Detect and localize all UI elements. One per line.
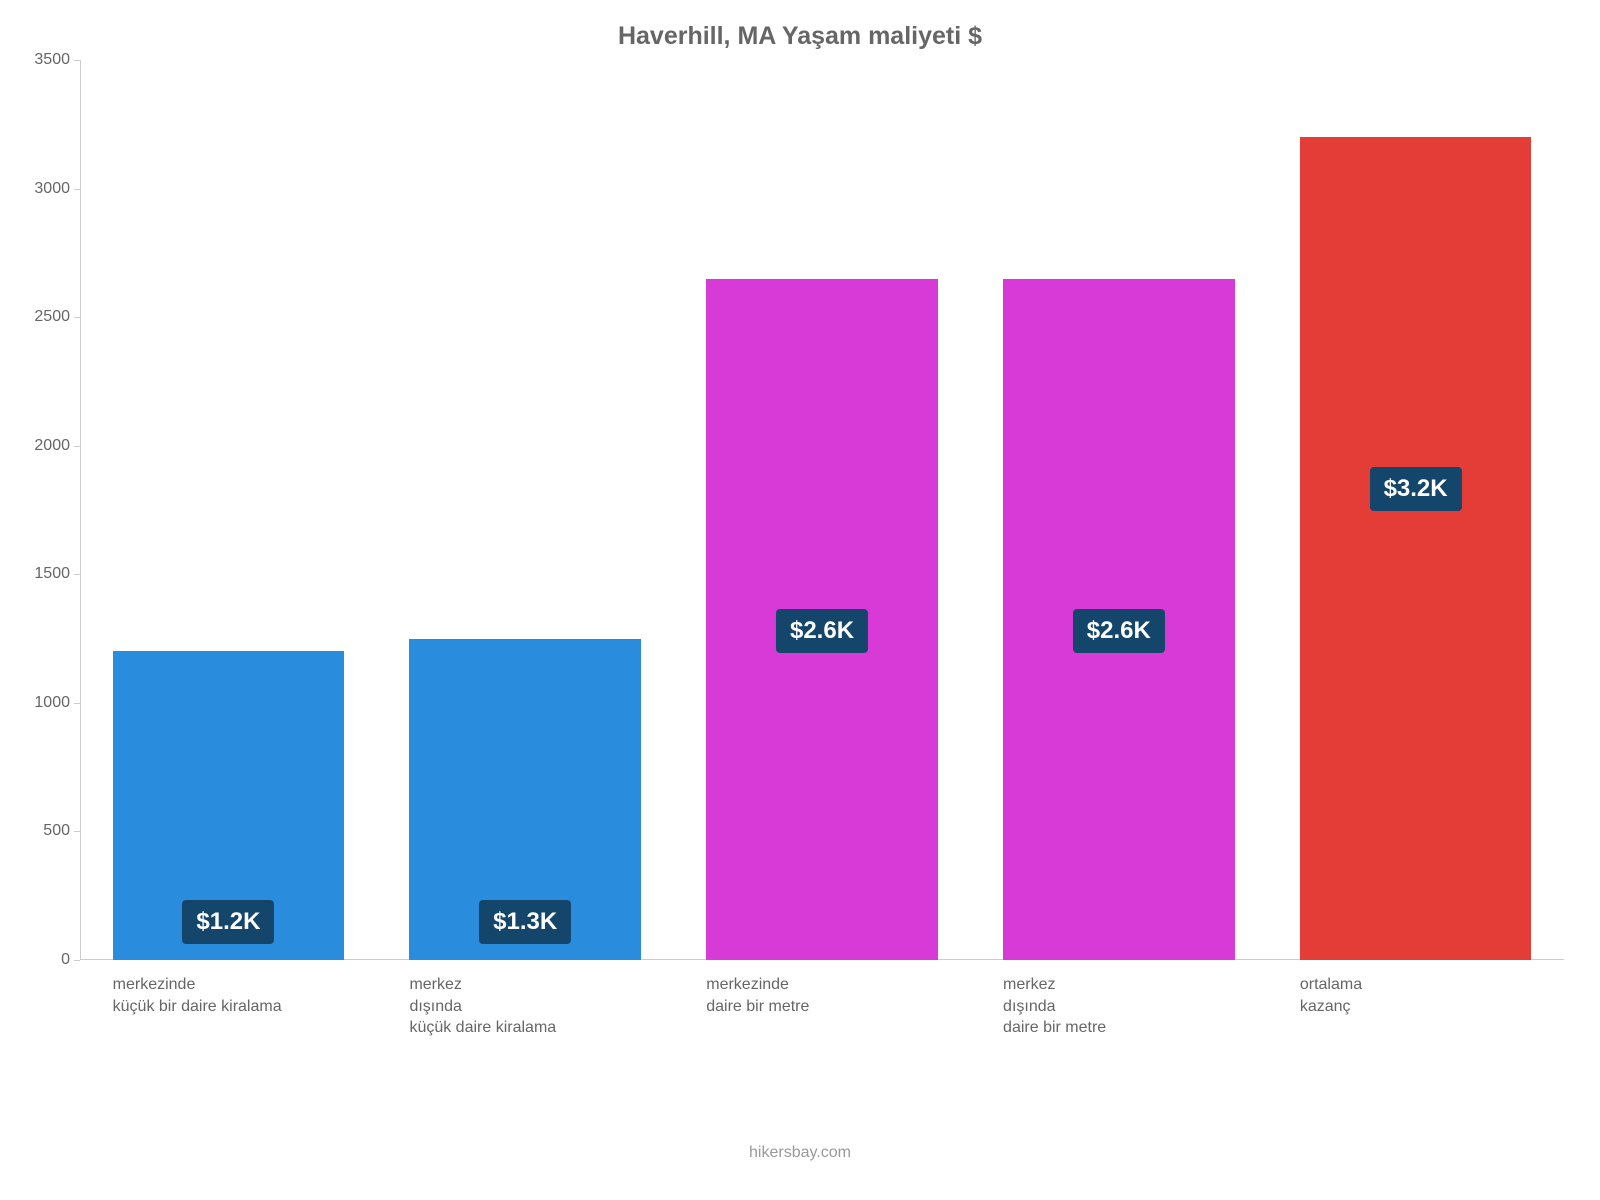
chart-container: Haverhill, MA Yaşam maliyeti $ 050010001… xyxy=(0,0,1600,1200)
x-category-label: ortalama kazanç xyxy=(1300,960,1600,1017)
x-category-label: merkez dışında küçük daire kiralama xyxy=(409,960,721,1039)
y-tick-label: 3500 xyxy=(34,51,80,69)
bar-value-badge: $2.6K xyxy=(776,609,868,653)
bar-value-badge: $2.6K xyxy=(1073,609,1165,653)
y-tick-label: 3000 xyxy=(34,180,80,198)
y-axis-line xyxy=(80,60,81,960)
x-category-label: merkezinde küçük bir daire kiralama xyxy=(113,960,425,1017)
y-tick-label: 1000 xyxy=(34,694,80,712)
y-tick-label: 1500 xyxy=(34,565,80,583)
attribution-text: hikersbay.com xyxy=(0,1144,1600,1162)
plot-area: 0500100015002000250030003500$1.2Kmerkezi… xyxy=(80,60,1564,960)
y-tick-label: 500 xyxy=(43,822,80,840)
y-tick-label: 2500 xyxy=(34,308,80,326)
y-tick-label: 2000 xyxy=(34,437,80,455)
bar-value-badge: $3.2K xyxy=(1370,467,1462,511)
bar-value-badge: $1.3K xyxy=(479,900,571,944)
x-category-label: merkezinde daire bir metre xyxy=(706,960,1018,1017)
x-category-label: merkez dışında daire bir metre xyxy=(1003,960,1315,1039)
bar xyxy=(1300,137,1532,960)
y-tick-label: 0 xyxy=(61,951,80,969)
bar-value-badge: $1.2K xyxy=(182,900,274,944)
chart-title: Haverhill, MA Yaşam maliyeti $ xyxy=(0,22,1600,51)
